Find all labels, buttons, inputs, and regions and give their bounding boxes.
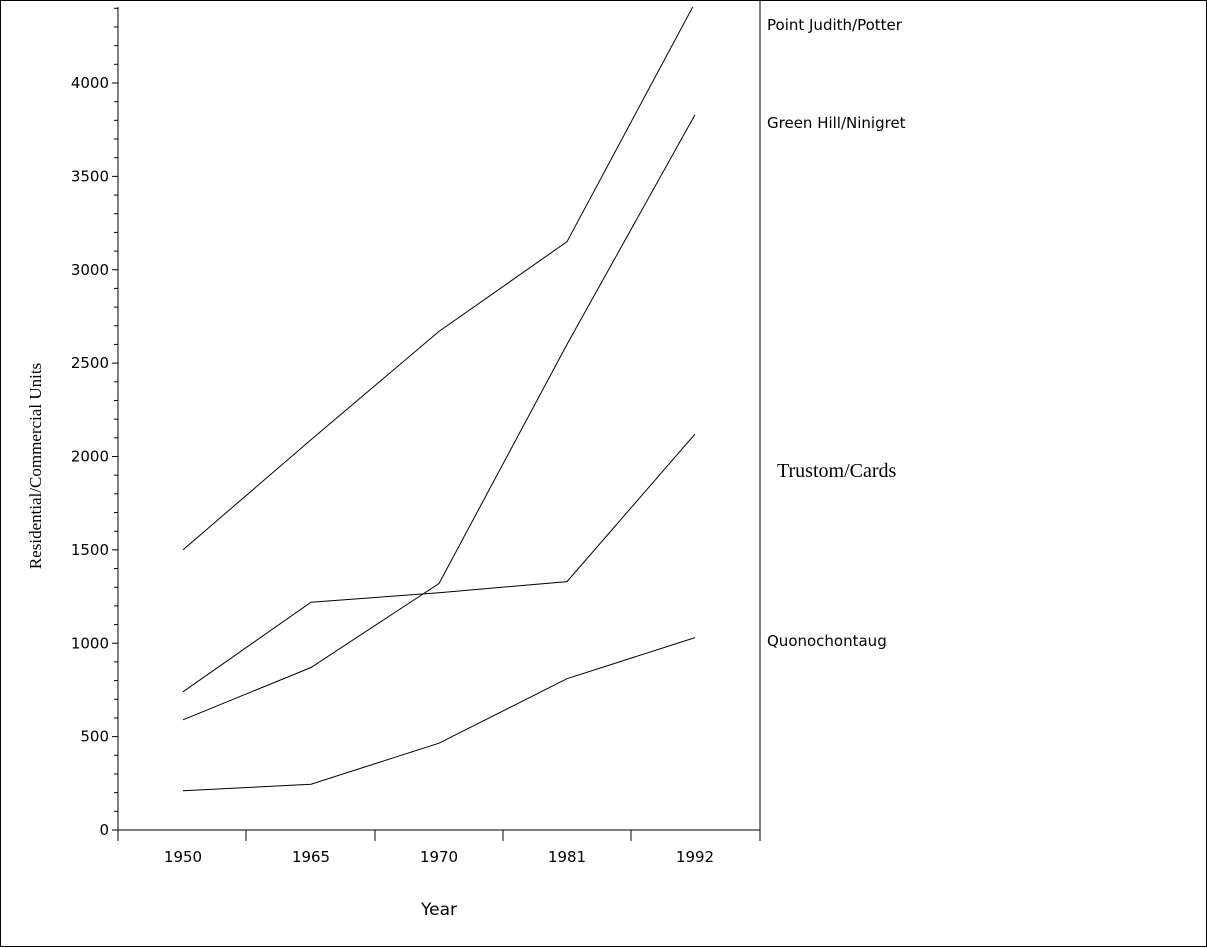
y-tick-label: 3000 bbox=[71, 261, 109, 279]
x-tick-label: 1981 bbox=[548, 848, 586, 866]
series-line-4 bbox=[183, 638, 695, 791]
series-label-2: Green Hill/Ninigret bbox=[767, 114, 906, 132]
y-tick-label: 2000 bbox=[71, 448, 109, 466]
series-line-2 bbox=[183, 115, 695, 720]
y-tick-label: 0 bbox=[99, 821, 109, 839]
series-labels: Point Judith/Potter Green Hill/Ninigret Tr… bbox=[767, 16, 906, 650]
y-tick-label: 1500 bbox=[71, 541, 109, 559]
x-tick-label: 1965 bbox=[292, 848, 330, 866]
x-tick-label: 1970 bbox=[420, 848, 458, 866]
y-axis: 0 500 1000 1500 2000 2500 3000 3500 4000 bbox=[71, 7, 118, 839]
series-line-3 bbox=[183, 434, 695, 692]
series-line-1 bbox=[183, 3, 695, 550]
series-lines bbox=[183, 3, 695, 791]
y-tick-label: 1000 bbox=[71, 634, 109, 652]
y-tick-label: 500 bbox=[80, 728, 109, 746]
x-tick-label: 1992 bbox=[676, 848, 714, 866]
series-label-4: Quonochontaug bbox=[767, 632, 887, 650]
y-tick-label: 3500 bbox=[71, 167, 109, 185]
y-axis-title: Residential/Commercial Units bbox=[26, 363, 45, 569]
series-label-1: Point Judith/Potter bbox=[767, 16, 903, 34]
x-axis-title: Year bbox=[420, 900, 457, 920]
x-axis: 1950 1965 1970 1981 1992 bbox=[118, 1, 760, 866]
y-tick-label: 2500 bbox=[71, 354, 109, 372]
series-label-3: Trustom/Cards bbox=[777, 460, 897, 482]
y-tick-label: 4000 bbox=[71, 74, 109, 92]
x-tick-label: 1950 bbox=[164, 848, 202, 866]
